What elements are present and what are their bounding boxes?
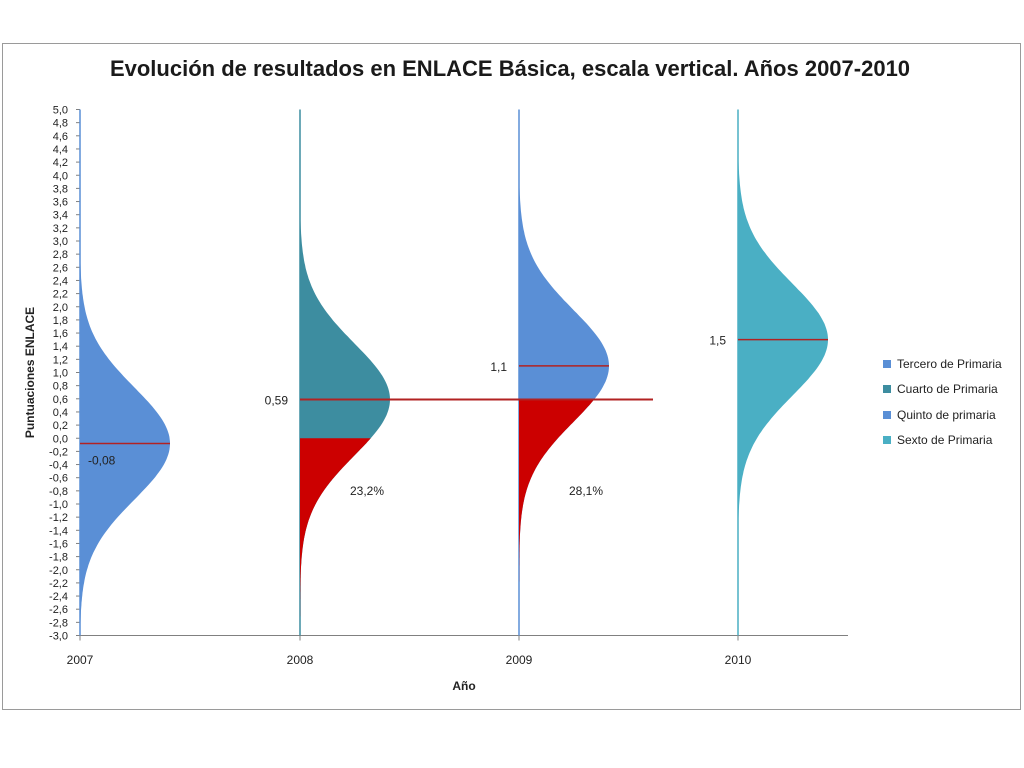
mean-label-2009: 1,1 bbox=[490, 360, 507, 374]
y-tick-label: 3,8 bbox=[53, 183, 68, 195]
chart-title: Evolución de resultados en ENLACE Básica… bbox=[109, 56, 911, 81]
y-tick-label: 4,8 bbox=[53, 118, 68, 130]
y-tick-label: 0,6 bbox=[53, 394, 68, 406]
y-tick-label: -2,0 bbox=[49, 565, 68, 577]
mean-label-2008: 0,59 bbox=[265, 393, 289, 407]
legend-swatch bbox=[883, 359, 891, 368]
y-tick-label: -1,2 bbox=[49, 512, 68, 524]
y-tick-label: 3,4 bbox=[53, 210, 68, 222]
shaded-region-2008 bbox=[300, 438, 371, 636]
legend: Tercero de Primaria Cuarto de Primaria Q… bbox=[883, 351, 1002, 453]
legend-swatch bbox=[883, 436, 891, 445]
x-tick-label: 2007 bbox=[67, 653, 94, 667]
y-tick-label: 0,4 bbox=[53, 407, 68, 419]
y-tick-label: 4,2 bbox=[53, 157, 68, 169]
y-tick-label: -1,0 bbox=[49, 499, 68, 511]
y-axis-title: Puntuaciones ENLACE bbox=[23, 307, 37, 438]
y-tick-label: 1,2 bbox=[53, 354, 68, 366]
legend-swatch bbox=[883, 385, 891, 394]
y-tick-label: 5,0 bbox=[53, 105, 68, 117]
legend-label: Quinto de primaria bbox=[897, 407, 996, 422]
shaded-region-2009 bbox=[519, 399, 595, 636]
legend-label: Tercero de Primaria bbox=[897, 356, 1002, 371]
y-tick-label: -1,4 bbox=[49, 525, 68, 537]
y-tick-label: 1,6 bbox=[53, 328, 68, 340]
y-tick-label: 2,0 bbox=[53, 302, 68, 314]
y-tick-label: -1,8 bbox=[49, 552, 68, 564]
y-tick-label: 2,4 bbox=[53, 275, 68, 287]
y-tick-label: 4,6 bbox=[53, 131, 68, 143]
y-tick-label: 3,2 bbox=[53, 223, 68, 235]
shaded-label-2009: 28,1% bbox=[569, 484, 603, 498]
distribution-2007 bbox=[80, 233, 170, 636]
y-tick-label: -0,8 bbox=[49, 486, 68, 498]
y-tick-label: 1,0 bbox=[53, 368, 68, 380]
y-tick-label: 0,0 bbox=[53, 433, 68, 445]
y-tick-label: -2,8 bbox=[49, 617, 68, 629]
legend-item: Cuarto de Primaria bbox=[883, 377, 1002, 403]
x-tick-label: 2010 bbox=[725, 653, 752, 667]
legend-item: Sexto de Primaria bbox=[883, 428, 1002, 454]
chart-frame bbox=[2, 43, 1021, 710]
y-tick-label: 2,6 bbox=[53, 262, 68, 274]
y-tick-label: 0,2 bbox=[53, 420, 68, 432]
mean-label-2007: -0,08 bbox=[88, 454, 116, 468]
x-tick-label: 2008 bbox=[287, 653, 314, 667]
legend-item: Quinto de primaria bbox=[883, 402, 1002, 428]
legend-swatch bbox=[883, 410, 891, 419]
y-tick-label: 4,4 bbox=[53, 144, 68, 156]
x-axis-title: Año bbox=[452, 679, 475, 693]
y-tick-label: -1,6 bbox=[49, 538, 68, 550]
y-tick-label: -0,2 bbox=[49, 446, 68, 458]
y-tick-label: -2,2 bbox=[49, 578, 68, 590]
mean-label-2010: 1,5 bbox=[709, 334, 726, 348]
y-tick-label: 2,8 bbox=[53, 249, 68, 261]
legend-label: Sexto de Primaria bbox=[897, 433, 993, 448]
legend-item: Tercero de Primaria bbox=[883, 351, 1002, 377]
y-tick-label: -0,4 bbox=[49, 460, 68, 472]
y-tick-label: 3,6 bbox=[53, 197, 68, 209]
y-tick-label: -2,6 bbox=[49, 604, 68, 616]
y-tick-label: -2,4 bbox=[49, 591, 68, 603]
legend-label: Cuarto de Primaria bbox=[897, 382, 998, 397]
shaded-label-2008: 23,2% bbox=[350, 484, 384, 498]
y-tick-label: -3,0 bbox=[49, 631, 68, 643]
y-tick-label: 1,8 bbox=[53, 315, 68, 327]
x-tick-label: 2009 bbox=[506, 653, 533, 667]
y-tick-label: 0,8 bbox=[53, 381, 68, 393]
y-tick-label: 2,2 bbox=[53, 289, 68, 301]
y-tick-label: 4,0 bbox=[53, 170, 68, 182]
y-tick-label: 3,0 bbox=[53, 236, 68, 248]
y-tick-label: 1,4 bbox=[53, 341, 68, 353]
y-tick-label: -0,6 bbox=[49, 473, 68, 485]
